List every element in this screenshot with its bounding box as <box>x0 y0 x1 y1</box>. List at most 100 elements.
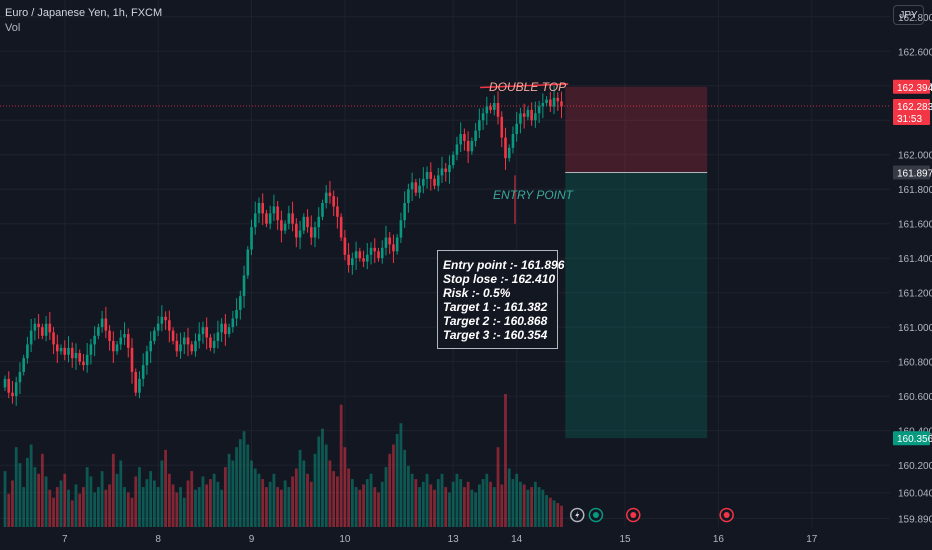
volume-bar <box>238 439 242 527</box>
candle-body <box>265 213 268 224</box>
candle-body <box>306 216 309 228</box>
volume-bar <box>294 468 298 527</box>
volume-bar <box>373 487 377 527</box>
volume-bar <box>429 484 433 527</box>
volume-bar <box>339 404 343 527</box>
current-price-badge: 162.283 <box>897 102 932 113</box>
candle-body <box>104 318 108 331</box>
volume-bar <box>384 467 388 527</box>
candle-body <box>160 316 164 324</box>
candle-body <box>220 323 223 333</box>
candle-body <box>18 371 22 383</box>
stop-price-badge: 162.394 <box>897 83 932 94</box>
candle-body <box>317 216 321 228</box>
candle-body <box>14 382 18 397</box>
candle-body <box>545 99 548 104</box>
volume-bar <box>227 453 231 527</box>
volume-bar <box>395 433 399 527</box>
volume-bar <box>466 481 470 527</box>
volume-bar <box>82 487 85 527</box>
candle-body <box>112 340 115 352</box>
volume-bar <box>485 473 489 527</box>
candle-body <box>418 185 421 193</box>
dot-icon-core <box>592 512 599 518</box>
x-tick-label: 16 <box>713 534 725 545</box>
volume-bar <box>261 479 265 527</box>
volume-bar <box>29 444 33 527</box>
volume-bar <box>119 460 123 527</box>
candle-body <box>410 182 414 190</box>
volume-bar <box>126 492 130 527</box>
volume-bar <box>504 394 507 527</box>
candle-body <box>309 227 313 238</box>
y-tick-label: 161.600 <box>898 220 932 231</box>
candle-body <box>22 358 25 372</box>
volume-bar <box>179 487 182 527</box>
volume-bar <box>515 473 519 527</box>
y-tick-label: 162.000 <box>898 151 932 162</box>
volume-bar <box>44 476 48 527</box>
candle-body <box>145 351 149 366</box>
volume-bar <box>440 473 444 527</box>
x-tick-label: 9 <box>249 534 255 545</box>
volume-bar <box>26 457 29 527</box>
candle-body <box>560 101 563 107</box>
candle-body <box>175 340 179 352</box>
volume-bar <box>164 449 168 527</box>
volume-bar <box>111 453 115 527</box>
candle-body <box>537 106 541 114</box>
candle-body <box>209 337 212 348</box>
volume-bar <box>526 489 530 527</box>
candle-body <box>168 320 171 331</box>
volume-bar <box>399 423 403 527</box>
candle-body <box>123 334 126 338</box>
currency-button[interactable]: JPY <box>893 5 924 25</box>
volume-bar <box>283 480 287 527</box>
entry-price-badge-bg <box>893 165 930 180</box>
volume-bar <box>231 460 235 527</box>
candle-body <box>324 192 328 204</box>
symbol-title: Euro / Japanese Yen, 1h, FXCM <box>5 7 163 19</box>
volume-bar <box>59 480 63 527</box>
volume-bar <box>182 497 186 527</box>
candle-body <box>515 123 518 135</box>
volume-bar <box>380 481 384 527</box>
volume-bar <box>138 467 141 527</box>
candle-body <box>235 309 238 319</box>
candle-body <box>74 353 78 359</box>
volume-bar <box>190 471 194 527</box>
candle-body <box>216 332 220 341</box>
candle-body <box>302 216 306 231</box>
volume-bar <box>421 481 425 527</box>
target-price-badge: 160.356 <box>897 434 932 445</box>
volume-bar <box>104 489 108 527</box>
candle-body <box>253 213 257 228</box>
info-line-stop: Stop lose :- 162.410 <box>443 272 556 286</box>
info-line-risk: Risk :- 0.5% <box>443 286 511 300</box>
volume-bar <box>492 487 496 527</box>
volume-bar <box>425 473 429 527</box>
volume-bar <box>298 449 302 527</box>
candle-body <box>332 196 335 207</box>
candle-body <box>511 134 515 148</box>
volume-bar <box>14 447 18 527</box>
candle-body <box>549 99 552 107</box>
candle-body <box>119 337 123 345</box>
candle-body <box>171 330 175 341</box>
volume-bar <box>156 487 160 527</box>
volume-bar <box>246 444 250 527</box>
candle-body <box>153 330 156 341</box>
volume-bar <box>100 471 104 527</box>
candle-body <box>48 323 52 333</box>
candle-body <box>85 354 89 366</box>
candle-body <box>115 344 119 352</box>
volume-bar <box>70 500 74 527</box>
volume-bar <box>541 489 545 527</box>
volume-bar <box>149 471 153 527</box>
candle-body <box>291 213 294 224</box>
candle-body <box>55 344 59 352</box>
candle-body <box>455 144 459 155</box>
volume-bar <box>145 479 149 527</box>
candle-body <box>257 203 261 214</box>
